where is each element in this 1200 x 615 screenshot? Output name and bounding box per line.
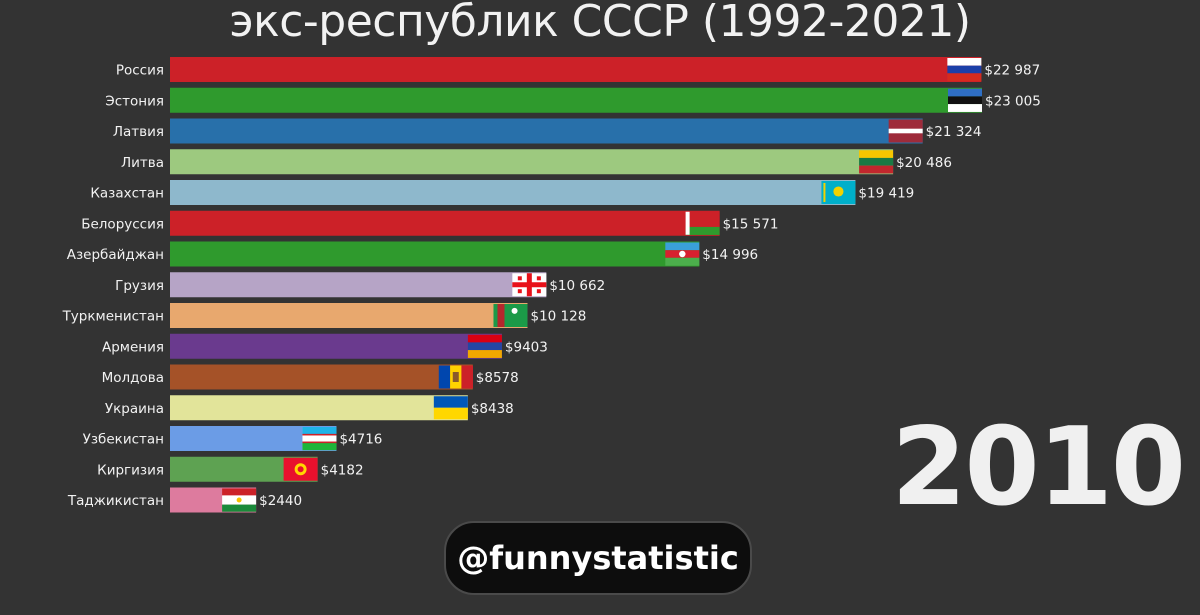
bar [170,241,700,267]
belarus-flag-icon [685,211,720,235]
value-label: $10 128 [530,309,586,325]
value-label: $21 324 [926,124,982,140]
value-label: $9403 [505,339,548,355]
value-label: $10 662 [549,278,605,294]
category-label: Украина [105,401,164,417]
russia-flag-icon [947,58,982,82]
watermark-badge: @funnystatistic [444,521,752,595]
category-label: Молдова [102,370,164,386]
value-label: $8438 [471,401,514,417]
turkmenistan-flag-icon [493,304,528,327]
uzbekistan-flag-icon [302,427,337,451]
category-label: Эстония [105,93,164,109]
value-label: $4182 [321,462,364,478]
tajikistan-flag-icon [222,488,257,512]
bar [170,57,982,82]
category-label: Киргизия [97,462,164,478]
value-label: $19 419 [858,186,914,202]
value-label: $15 571 [723,216,779,232]
category-label: Латвия [113,124,164,140]
armenia-flag-icon [467,334,502,358]
category-label: Узбекистан [83,432,164,448]
latvia-flag-icon [888,119,923,143]
category-label: Таджикистан [67,493,164,509]
bar [170,118,923,144]
value-label: $20 486 [896,155,952,171]
category-label: Грузия [115,278,164,294]
bar [170,149,894,175]
category-label: Белоруссия [81,216,164,232]
year-label: 2010 [891,405,1186,530]
value-label: $8578 [476,370,519,386]
category-label: Армения [102,339,164,355]
category-label: Литва [121,155,164,171]
azerbaijan-flag-icon [665,242,700,266]
category-label: Казахстан [90,186,164,202]
bar [170,272,547,298]
bar [170,87,982,113]
bar [170,333,502,359]
ukraine-flag-icon [433,396,468,420]
kazakhstan-flag-icon [821,181,856,204]
value-label: $22 987 [984,63,1040,79]
georgia-flag-icon [512,273,547,297]
bar [170,210,720,236]
category-label: Азербайджан [67,247,164,263]
estonia-flag-icon [948,88,982,112]
lithuania-flag-icon [859,150,894,174]
bar [170,395,468,421]
chart-title: экс-республик СССР (1992-2021) [229,0,971,47]
value-label: $2440 [259,493,302,509]
bar [170,364,473,390]
bar [170,303,528,328]
value-label: $4716 [339,432,382,448]
value-label: $14 996 [702,247,758,263]
bar [170,180,856,205]
category-label: Туркменистан [62,309,164,325]
category-label: Россия [116,63,164,79]
kyrgyzstan-flag-icon [283,457,318,481]
value-label: $23 005 [985,93,1041,109]
moldova-flag-icon [438,365,473,389]
